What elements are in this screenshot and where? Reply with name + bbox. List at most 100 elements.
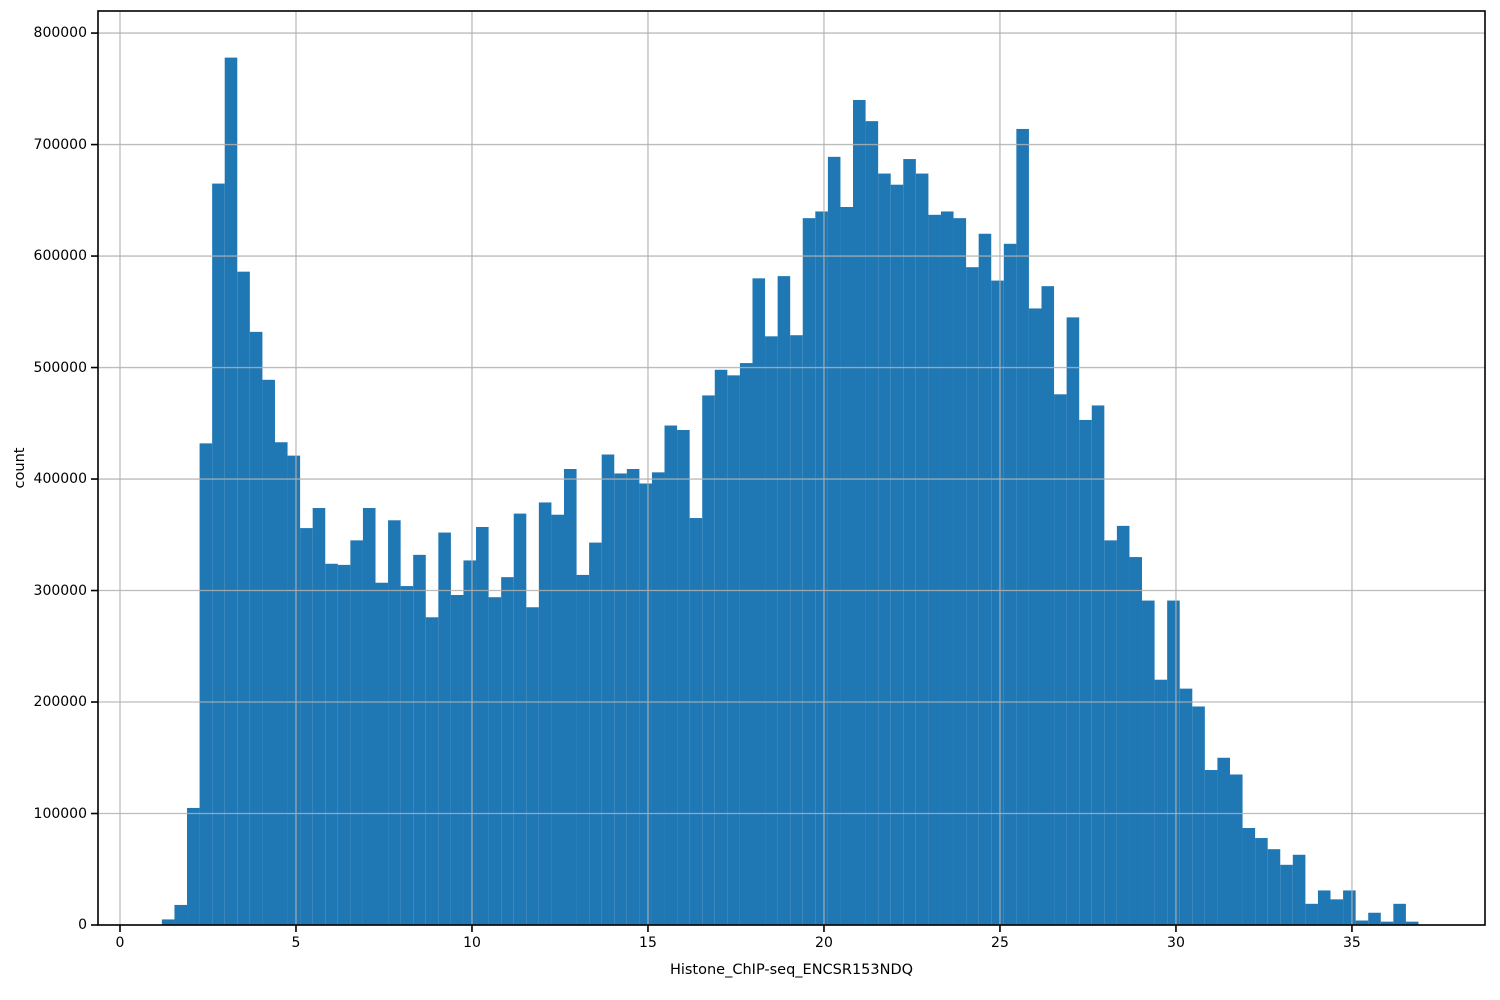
plot-border [97, 10, 1486, 926]
histogram-bar [1167, 600, 1180, 925]
histogram-bar [840, 207, 854, 925]
histogram-bar [1016, 128, 1029, 926]
histogram-bar [1041, 286, 1055, 925]
y-tick-label: 500000 [33, 359, 87, 376]
histogram-bar [1317, 890, 1331, 925]
histogram-bar [325, 563, 338, 925]
y-tick-label: 700000 [33, 136, 87, 153]
histogram-bar [187, 807, 200, 925]
histogram-bar [337, 564, 351, 925]
histogram-bar [1104, 540, 1117, 925]
histogram-bar [199, 443, 213, 925]
histogram-bar [488, 597, 502, 925]
histogram-bar [551, 514, 564, 925]
histogram-bar [752, 278, 766, 925]
histogram-bar [1280, 864, 1293, 925]
histogram-bar [614, 473, 627, 925]
histogram-bar [689, 518, 703, 925]
histogram-bar [450, 594, 464, 925]
histogram-bar [790, 335, 803, 925]
histogram-bar [1003, 243, 1017, 926]
y-tick-label: 200000 [33, 694, 87, 711]
histogram-bar [890, 184, 904, 925]
histogram-bar [1204, 770, 1218, 925]
histogram-bar [802, 218, 816, 926]
histogram-bar [287, 455, 301, 925]
histogram-bar [476, 526, 489, 925]
histogram-bar [702, 395, 715, 925]
histogram-bar [827, 156, 841, 925]
histogram-bar [1343, 890, 1356, 925]
histogram-bar [1154, 679, 1168, 925]
histogram-bar [865, 121, 879, 926]
histogram-bar [966, 267, 979, 925]
histogram-bar [714, 369, 728, 926]
x-tick-label: 35 [1343, 935, 1361, 951]
histogram-bar [513, 513, 527, 925]
histogram-bar [400, 586, 414, 925]
histogram-bar [1079, 419, 1092, 925]
histogram-bar [1380, 921, 1394, 925]
histogram-bar [174, 904, 188, 925]
x-tick-label: 0 [115, 935, 125, 951]
x-tick-label: 25 [991, 935, 1009, 951]
histogram-bar [375, 582, 389, 925]
histogram-bar [1054, 394, 1067, 926]
histogram-bar [739, 363, 753, 925]
histogram-bar [388, 520, 401, 925]
histogram-bar [563, 469, 577, 925]
histogram-bar [362, 508, 376, 925]
histogram-bar [413, 554, 426, 925]
histogram-bar [903, 159, 916, 926]
histogram-bar [915, 173, 929, 926]
histogram-bar [853, 99, 866, 926]
histogram-bar [1129, 557, 1143, 925]
histogram-bar [425, 617, 439, 925]
histogram-bar [438, 532, 451, 925]
histogram-bar [1305, 903, 1318, 925]
x-tick-label: 20 [815, 935, 833, 951]
histogram-bar [1355, 920, 1369, 925]
histogram-bar [765, 336, 778, 925]
histogram-bar [664, 425, 678, 925]
histogram-bar [463, 560, 477, 925]
histogram-bar [878, 173, 891, 926]
histogram-bar [677, 429, 690, 925]
histogram-bar [589, 542, 602, 925]
histogram-bar [212, 183, 225, 925]
histogram-bar [651, 472, 665, 925]
histogram-bar [639, 483, 652, 925]
histogram-bar [815, 211, 828, 926]
histogram-bar [978, 233, 992, 925]
histogram-bar [1242, 828, 1256, 925]
histogram-bar [501, 577, 514, 925]
y-tick-label: 300000 [33, 582, 87, 599]
y-tick-label: 600000 [33, 248, 87, 265]
histogram-bar [1192, 706, 1205, 925]
histogram-bar [300, 528, 313, 925]
histogram-bar [249, 331, 263, 925]
histogram-bar [1142, 600, 1155, 925]
histogram-bar [777, 276, 791, 926]
y-tick-label: 800000 [33, 25, 87, 42]
histogram-bar [1255, 838, 1268, 925]
histogram-bar [1179, 688, 1193, 925]
x-tick-label: 30 [1167, 935, 1185, 951]
histogram-bar [161, 919, 175, 925]
x-tick-label: 15 [639, 935, 657, 951]
histogram-bar [237, 271, 250, 925]
histogram-bar [1368, 912, 1381, 925]
histogram-bar [1066, 317, 1080, 925]
histogram-bar [576, 574, 590, 925]
histogram-bar [1405, 921, 1419, 925]
y-axis-label: count [11, 447, 28, 489]
histogram-bar [1267, 849, 1281, 925]
histogram-bar [526, 607, 539, 925]
histogram-bar [626, 469, 640, 925]
histogram-bar [262, 379, 275, 926]
histogram-bar [1229, 774, 1243, 925]
histogram-bar [953, 218, 967, 926]
histogram-bar [1091, 405, 1105, 926]
